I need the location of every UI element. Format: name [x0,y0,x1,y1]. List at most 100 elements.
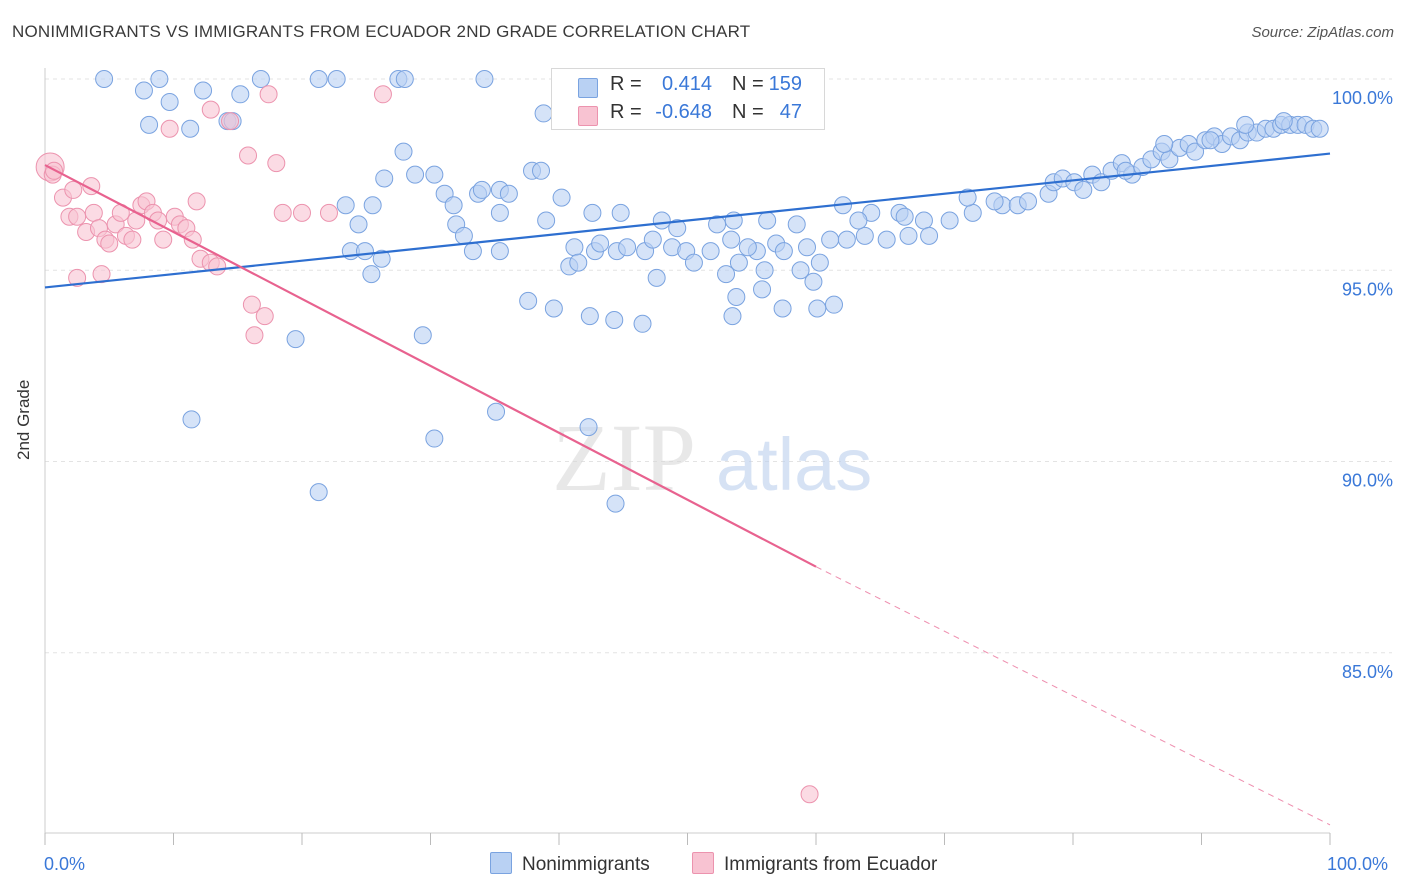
trend-line-nonimmigrants [44,152,1331,289]
point-immigrants-ecuador [242,295,261,314]
point-nonimmigrants [1019,192,1038,211]
point-immigrants-ecuador [293,203,311,222]
point-nonimmigrants [425,165,444,184]
point-nonimmigrants [181,119,200,138]
trend-line-ecuador [44,164,817,568]
point-nonimmigrants [537,211,556,230]
point-nonimmigrants [487,402,506,421]
point-nonimmigrants [611,203,630,222]
source-credit: Source: ZipAtlas.com [1251,24,1394,41]
point-nonimmigrants [362,265,381,284]
point-nonimmigrants [824,295,843,314]
point-nonimmigrants [958,188,977,207]
point-nonimmigrants [920,226,939,245]
point-nonimmigrants [534,104,553,123]
legend-item-ecuador: Immigrants from Ecuador [692,852,937,876]
point-nonimmigrants [349,215,368,234]
y-tick-label: 100.0% [1332,88,1393,108]
stats-row-nonimmigrants: R = 0.414 N = 159 [552,73,824,101]
point-immigrants-ecuador [255,307,274,326]
point-nonimmigrants [194,81,213,100]
point-nonimmigrants [394,142,413,161]
point-nonimmigrants [1186,142,1205,161]
pink-swatch [578,106,598,126]
point-immigrants-ecuador [64,180,83,199]
point-nonimmigrants [499,184,518,203]
point-nonimmigrants [985,192,1004,211]
point-nonimmigrants [1155,135,1174,154]
point-nonimmigrants [914,211,933,230]
stats-row-ecuador: R = -0.648 N = 47 [552,101,824,129]
point-nonimmigrants [717,265,736,284]
point-immigrants-ecuador [259,85,278,104]
trend-line-ecuador-extension [815,566,1331,826]
point-immigrants-ecuador [319,203,338,222]
point-nonimmigrants [643,230,662,249]
point-nonimmigrants [963,203,982,222]
point-nonimmigrants [1274,112,1293,131]
point-nonimmigrants [95,70,114,88]
point-nonimmigrants [755,261,774,280]
point-nonimmigrants [565,238,584,257]
point-immigrants-ecuador [123,230,142,249]
point-nonimmigrants [738,238,757,257]
point-nonimmigrants [708,215,727,234]
point-nonimmigrants [583,203,602,222]
point-nonimmigrants [425,429,444,448]
blue-swatch [578,78,598,98]
point-nonimmigrants [899,226,918,245]
grid-lines [45,78,1392,654]
y-axis-label: 2nd Grade [14,379,33,460]
point-nonimmigrants [336,196,355,215]
point-nonimmigrants [134,81,153,100]
point-nonimmigrants [774,242,793,261]
point-nonimmigrants [355,242,374,261]
n-label: N = [732,101,764,123]
point-nonimmigrants [758,211,777,230]
point-nonimmigrants [309,70,328,88]
point-nonimmigrants [753,280,772,299]
point-nonimmigrants [454,226,473,245]
legend-swatch-pink [692,852,714,874]
point-immigrants-ecuador [239,146,258,165]
point-immigrants-ecuador [84,203,103,222]
point-immigrants-ecuador [160,119,179,138]
point-nonimmigrants [652,211,671,230]
point-nonimmigrants [791,261,810,280]
point-immigrants-ecuador [154,230,173,249]
point-nonimmigrants [849,211,868,230]
point-nonimmigrants [787,215,806,234]
point-nonimmigrants [519,291,538,310]
point-nonimmigrants [729,253,748,272]
point-nonimmigrants [722,230,741,249]
chart-title: NONIMMIGRANTS VS IMMIGRANTS FROM ECUADOR… [12,22,751,41]
y-tick-label: 90.0% [1342,471,1393,491]
point-immigrants-ecuador [68,207,87,226]
n-value: 159 [768,73,802,95]
point-immigrants-ecuador [245,326,264,345]
point-nonimmigrants [668,219,687,238]
point-immigrants-ecuador [208,257,227,276]
point-immigrants-ecuador [201,100,220,119]
point-nonimmigrants [606,494,625,513]
y-tick-label: 85.0% [1342,662,1393,682]
point-nonimmigrants [1201,131,1220,150]
point-nonimmigrants [773,299,792,318]
point-nonimmigrants [475,70,494,88]
point-nonimmigrants [647,268,666,287]
point-nonimmigrants [804,272,823,291]
point-nonimmigrants [569,253,588,272]
point-nonimmigrants [363,196,382,215]
point-nonimmigrants [701,242,720,261]
point-immigrants-ecuador [187,192,206,211]
r-value: 0.414 [661,73,712,95]
point-nonimmigrants [140,115,159,134]
y-tick-labels: 100.0% 95.0% 90.0% 85.0% [1332,88,1393,682]
point-nonimmigrants [877,230,896,249]
point-nonimmigrants [1116,161,1135,180]
r-label: R = [610,73,642,95]
n-value: 47 [779,101,802,123]
watermark-zip: ZIP [552,404,696,511]
point-nonimmigrants [395,70,414,88]
